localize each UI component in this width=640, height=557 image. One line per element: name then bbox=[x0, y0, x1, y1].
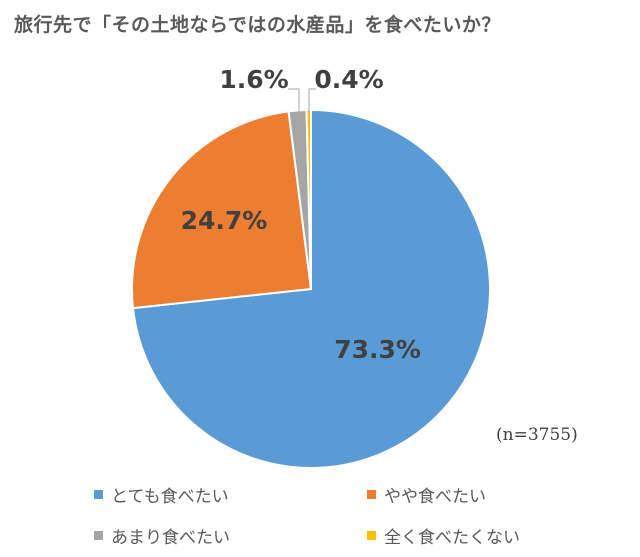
legend-label-very-want: とても食べたい bbox=[111, 487, 229, 507]
legend-label-somewhat-want: やや食べたい bbox=[384, 487, 486, 507]
legend-swatch-not-at-all bbox=[367, 531, 376, 540]
legend-item-very-want: とても食べたい bbox=[94, 482, 229, 507]
legend-swatch-very-want bbox=[94, 490, 103, 499]
sample-size-note: (n=3755) bbox=[496, 425, 578, 445]
chart-title: 旅行先で「その土地ならではの水産品」を食べたいか？ bbox=[14, 14, 501, 36]
legend-item-not-at-all: 全く食べたくない bbox=[367, 523, 520, 548]
leader-line-not-much-want bbox=[288, 88, 300, 114]
legend-swatch-not-much-want bbox=[94, 531, 103, 540]
legend-label-not-much-want: あまり食べたい bbox=[111, 528, 230, 548]
data-label-somewhat-want: 24.7% bbox=[181, 206, 268, 235]
legend-swatch-somewhat-want bbox=[367, 490, 376, 499]
legend-item-not-much-want: あまり食べたい bbox=[94, 523, 230, 548]
pie-slice-somewhat-want bbox=[131, 110, 313, 310]
data-label-not-at-all: 0.4% bbox=[314, 65, 383, 94]
data-label-very-want: 73.3% bbox=[334, 335, 421, 364]
legend-label-not-at-all: 全く食べたくない bbox=[384, 528, 520, 548]
leader-line-not-at-all bbox=[308, 88, 316, 112]
legend-item-somewhat-want: やや食べたい bbox=[367, 482, 486, 507]
data-label-not-much-want: 1.6% bbox=[219, 65, 288, 94]
